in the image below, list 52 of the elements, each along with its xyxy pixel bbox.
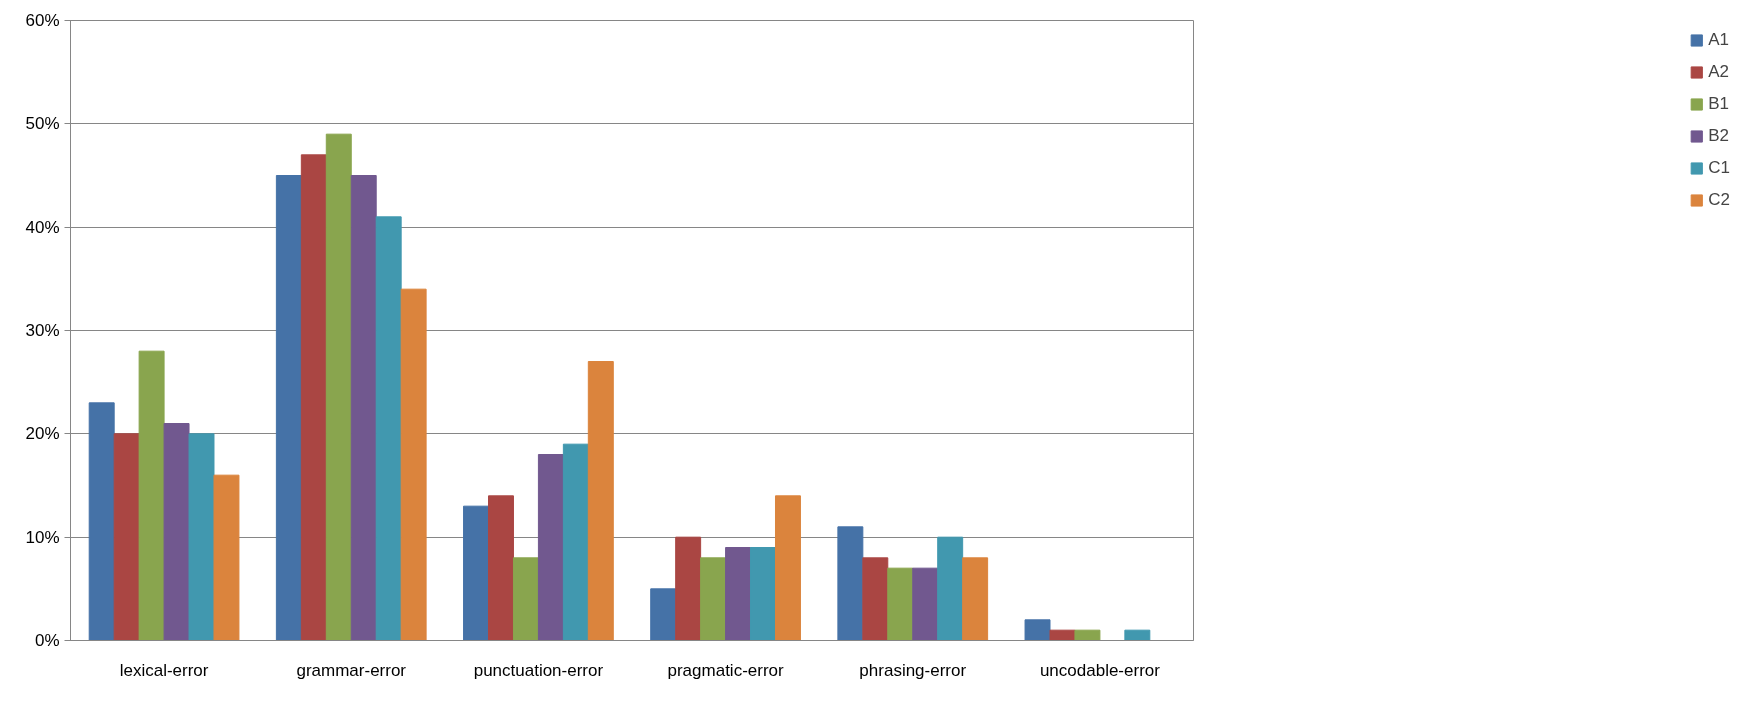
y-tick-label: 20% xyxy=(25,424,60,444)
bar xyxy=(750,547,776,641)
bar xyxy=(587,361,614,641)
bar xyxy=(725,547,752,641)
x-tick-label: lexical-error xyxy=(119,660,209,680)
x-tick-label: pragmatic-error xyxy=(667,660,785,680)
bar xyxy=(650,588,677,641)
bar xyxy=(488,495,514,641)
y-tick-label: 30% xyxy=(25,321,60,340)
bar xyxy=(463,505,490,641)
bar xyxy=(537,454,564,641)
bar xyxy=(675,536,702,641)
bar xyxy=(188,433,215,641)
bar xyxy=(774,495,801,641)
bar xyxy=(837,526,864,641)
y-tick-label: 50% xyxy=(25,114,60,134)
bar xyxy=(862,557,889,641)
bar xyxy=(1074,629,1101,641)
bar xyxy=(962,557,989,641)
bar xyxy=(400,288,427,641)
bar xyxy=(375,216,402,641)
x-tick-label: grammar-error xyxy=(296,660,407,680)
bar xyxy=(213,474,240,641)
bar xyxy=(887,567,914,641)
legend-label: C2 xyxy=(1708,190,1730,210)
bar xyxy=(275,175,302,641)
bar xyxy=(300,154,327,641)
legend-label: A2 xyxy=(1708,62,1730,82)
bar xyxy=(325,133,352,641)
bar xyxy=(700,557,727,641)
bar xyxy=(163,423,190,641)
bar xyxy=(512,557,539,641)
bar xyxy=(350,175,377,641)
bar xyxy=(562,443,589,641)
bar xyxy=(113,433,140,641)
y-tick-label: 0% xyxy=(34,631,60,650)
bar xyxy=(138,350,165,641)
bar xyxy=(1024,619,1051,641)
x-tick-label: uncodable-error xyxy=(1039,660,1161,680)
bar xyxy=(937,536,964,641)
bar xyxy=(1124,629,1151,641)
legend-label: B2 xyxy=(1708,126,1730,146)
y-tick-label: 10% xyxy=(25,527,60,547)
legend-label: A1 xyxy=(1708,30,1730,50)
legend-label: B1 xyxy=(1708,94,1730,114)
legend-label: C1 xyxy=(1708,158,1730,178)
y-tick-label: 40% xyxy=(25,217,60,237)
bar xyxy=(88,402,115,641)
x-tick-label: punctuation-error xyxy=(473,660,604,680)
bar xyxy=(912,567,939,641)
y-tick-label: 60% xyxy=(25,11,60,30)
x-tick-label: phrasing-error xyxy=(859,660,967,680)
